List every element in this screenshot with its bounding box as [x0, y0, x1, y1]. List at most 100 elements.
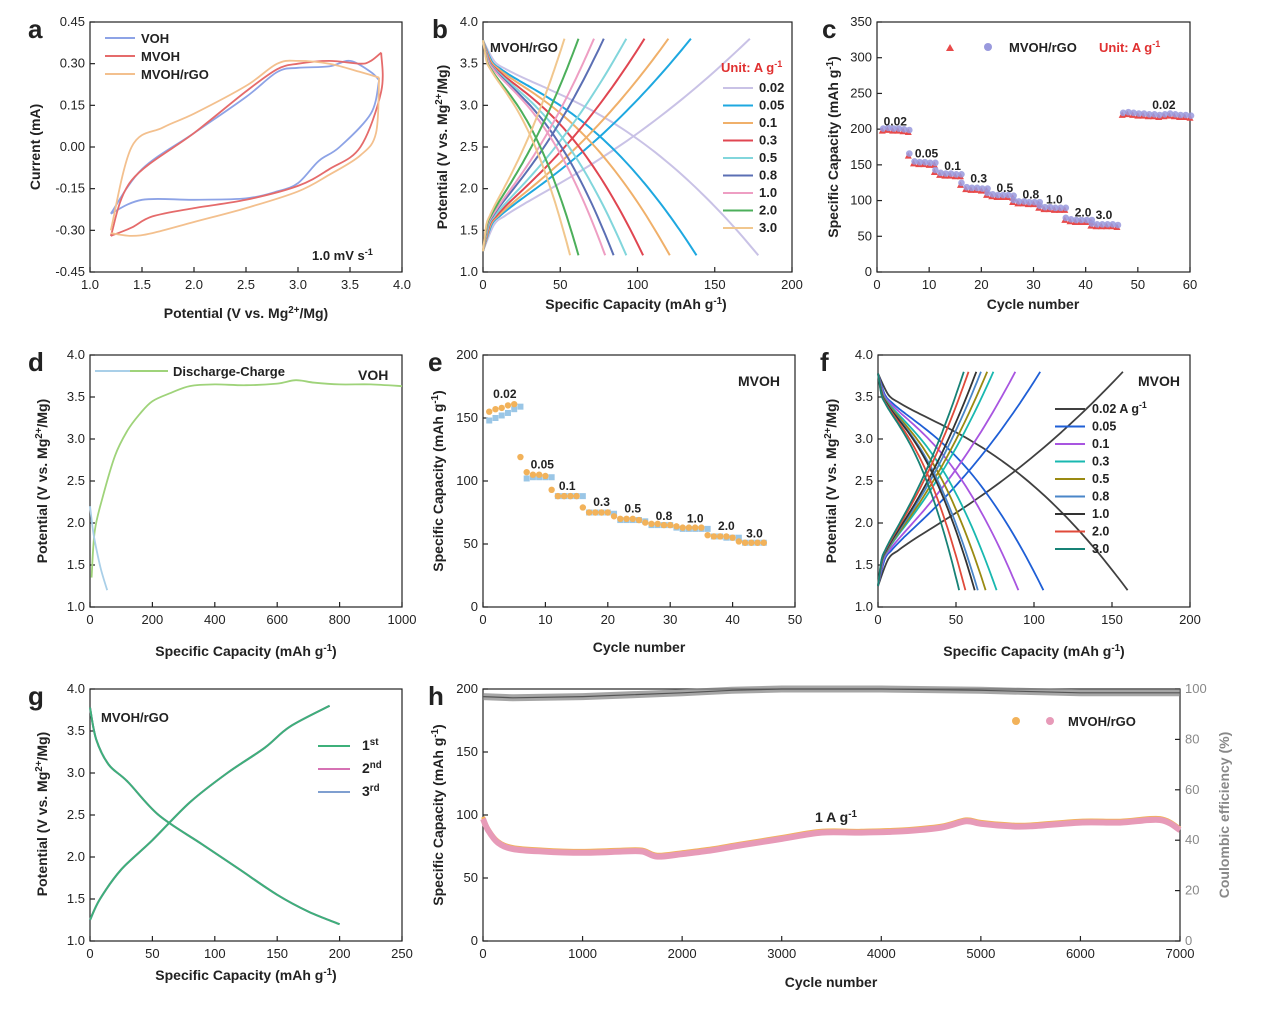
discharge-curve: [877, 373, 1129, 591]
text-span: Unit: A g: [721, 60, 774, 75]
superscript: -1: [1152, 39, 1160, 49]
panel-title: MVOH/rGO: [490, 40, 558, 55]
legend-label: 0.05: [759, 98, 784, 113]
ce-line: [482, 688, 1180, 699]
text-span: ): [332, 967, 337, 983]
text-span: /Mg): [823, 399, 839, 428]
data-point-circle: [729, 534, 736, 541]
x-tick-label: 50: [949, 612, 963, 627]
data-point-circle: [1187, 112, 1195, 120]
legend-label: 0.02 A g-1: [1092, 400, 1147, 416]
data-point-circle: [1015, 198, 1023, 205]
y-tick-label: 0: [471, 599, 478, 614]
rate-label: 0.5: [996, 181, 1013, 195]
text-span: Unit: A g: [1099, 40, 1152, 55]
legend-marker-circle: [1046, 717, 1054, 725]
text-span: 3: [362, 783, 370, 799]
data-point-circle: [1177, 111, 1184, 119]
panel-c: 0 10 20 30 40 50 60 0 50 100 150 200 250 300 350 c 0.02 0…: [822, 14, 1197, 312]
text-span: ): [332, 643, 337, 659]
legend-label: 2.0: [759, 203, 777, 218]
y-axis-label: Potential (V vs. Mg2+/Mg): [34, 399, 51, 563]
discharge-curve: [877, 373, 987, 591]
y-tick-label: 4.0: [460, 14, 478, 29]
y-tick-label: 3.0: [460, 97, 478, 112]
data-point-circle: [1067, 215, 1075, 223]
data-point-circle: [604, 509, 611, 516]
legend-label: 3.0: [1092, 542, 1109, 556]
data-point-circle: [911, 158, 918, 165]
current-density-annotation: 1 A g-1: [815, 809, 857, 826]
discharge-curve: [877, 373, 976, 591]
panel-e: 0 10 20 30 40 50 0 50 100 150 200 e 0.02 0.05 0.1 0.3 0.…: [428, 347, 802, 655]
data-point-circle: [926, 159, 934, 167]
y-tick-label: 3.5: [67, 389, 85, 404]
data-point-square: [548, 474, 555, 481]
x-tick-label: 50: [788, 612, 802, 627]
data-point-circle: [979, 185, 986, 192]
text-span: /Mg): [434, 65, 450, 94]
data-point-circle: [906, 126, 913, 134]
charge-curve: [877, 371, 1017, 587]
discharge-curve: [89, 707, 340, 926]
y-tick-label: 2.5: [460, 139, 478, 154]
y-tick-label: 1.5: [67, 557, 85, 572]
y-tick-label: 100: [456, 807, 478, 822]
x-tick-label: 1.0: [81, 277, 99, 292]
x-tick-label: 800: [329, 612, 351, 627]
y-tick-label: 2.0: [67, 515, 85, 530]
data-point-circle: [1010, 196, 1017, 204]
discharge-curve: [482, 39, 760, 256]
charge-curve: [90, 379, 403, 578]
rate-label: 0.02: [493, 387, 517, 401]
data-point-circle: [529, 471, 537, 478]
panel-a: 1.0 1.5 2.0 2.5 3.0 3.5 4.0 -0.45 -0.30 -0.15 0.00…: [27, 14, 411, 321]
data-point-circle: [895, 125, 903, 132]
y-tick-label: 50: [464, 536, 478, 551]
data-point-circle: [989, 190, 997, 198]
x-axis-label: Specific Capacity (mAh g-1): [943, 643, 1124, 660]
panel-letter: e: [428, 347, 442, 377]
rate-label: 0.3: [970, 172, 987, 186]
data-point-circle: [698, 524, 705, 531]
text-span: Potential (V vs. Mg: [823, 439, 839, 563]
data-point-circle: [1052, 204, 1059, 212]
rate-label: 0.5: [624, 502, 641, 516]
data-point-circle: [1078, 216, 1085, 224]
unit-label: Unit: A g-1: [1099, 39, 1160, 55]
discharge-curve: [877, 373, 960, 591]
plot-frame: [89, 21, 403, 273]
legend-label: 1st: [362, 737, 379, 754]
text-span: Specific Capacity (mAh g: [943, 643, 1111, 659]
discharge-curve: [482, 39, 698, 256]
data-point-circle: [492, 405, 499, 413]
data-point-square: [523, 475, 530, 482]
data-point-circle: [660, 521, 668, 529]
data-point-circle: [548, 486, 555, 494]
data-point-circle: [710, 533, 718, 540]
x-tick-label: 50: [553, 277, 567, 292]
y-tick-label: 2.0: [855, 515, 873, 530]
text-span: Potential (V vs. Mg: [34, 772, 50, 896]
x-axis-label: Potential (V vs. Mg2+/Mg): [164, 305, 328, 322]
data-point-circle: [1119, 109, 1127, 117]
data-point-circle: [1005, 191, 1012, 199]
data-point-circle: [1036, 202, 1044, 210]
charge-curve: [482, 38, 646, 252]
y-tick-label: 0.00: [60, 139, 85, 154]
x-tick-label: 0: [479, 612, 486, 627]
rate-label: 0.3: [593, 495, 610, 509]
text-span: 1 A g: [815, 809, 848, 825]
rate-label: 3.0: [746, 527, 763, 541]
discharge-curve: [877, 373, 967, 591]
y-tick-label: 3.5: [460, 56, 478, 71]
legend-marker-triangle: [946, 44, 954, 51]
panel-b: 0 50 100 150 200 1.0 1.5 2.0 2.5 3.0 3.5 4.0 b MVOH/r…: [432, 14, 803, 312]
rate-label: 0.05: [915, 147, 939, 161]
discharge-curve: [482, 40, 607, 256]
panel-title: MVOH: [738, 373, 780, 389]
discharge-curve: [89, 506, 109, 591]
data-point-circle: [1031, 198, 1038, 206]
scan-rate-annotation: 1.0 mV s-1: [312, 247, 373, 263]
